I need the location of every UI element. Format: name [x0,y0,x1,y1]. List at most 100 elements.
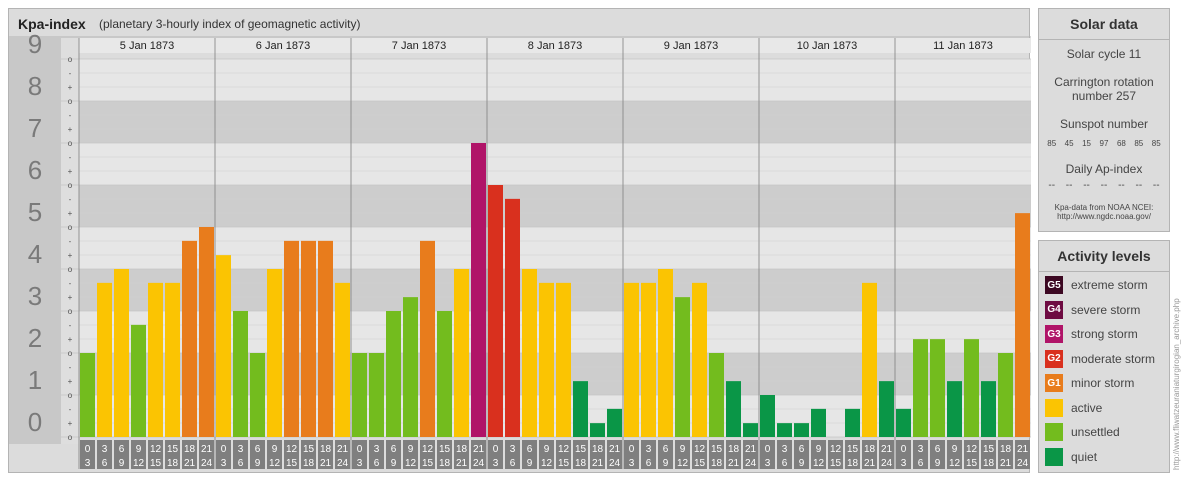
kp-bar [454,269,469,437]
kp-bar [335,282,350,437]
interval-box [182,440,197,469]
kp-bar [624,282,639,437]
ap-value: -- [1065,180,1073,191]
interval-box [794,440,809,469]
interval-end: 9 [391,458,397,469]
interval-end: 12 [949,458,961,469]
kp-bar [981,381,996,437]
minor-tick-label: - [69,195,72,204]
kpa-chart-panel: Kpa-index (planetary 3-hourly index of ge… [8,8,1031,473]
band-6 [79,143,1031,185]
interval-start: 15 [983,444,995,455]
day-label: 5 Jan 1873 [120,40,174,52]
minor-tick-label: o [68,391,73,400]
interval-end: 6 [646,458,652,469]
kp-bar [216,255,231,437]
sunspot-value: 68 [1116,139,1126,148]
activity-level-row: G4 severe storm [1039,298,1169,323]
kp-bar [505,198,520,437]
interval-start: 21 [473,444,485,455]
interval-end: 12 [269,458,281,469]
interval-start: 18 [184,444,196,455]
y-tick-label: 9 [28,29,42,59]
interval-end: 9 [663,458,669,469]
interval-end: 21 [456,458,468,469]
kp-bar [930,339,945,437]
kp-bar [420,240,435,437]
interval-box [454,440,469,469]
interval-start: 3 [646,444,652,455]
minor-tick-label: + [68,83,73,92]
kp-bar [301,240,316,437]
interval-box [386,440,401,469]
activity-level-label: moderate storm [1071,351,1156,366]
kp-bar [488,185,503,437]
interval-end: 21 [864,458,876,469]
kp-bar [641,282,656,437]
interval-start: 15 [303,444,315,455]
minor-tick-label: - [69,237,72,246]
activity-level-swatch: G4 [1045,300,1063,319]
kp-bar [692,282,707,437]
interval-start: 0 [357,444,363,455]
interval-start: 9 [136,444,142,455]
interval-start: 9 [952,444,958,455]
interval-box [998,440,1013,469]
kp-bar [760,395,775,437]
interval-end: 15 [150,458,162,469]
kp-bar [726,381,741,437]
interval-start: 18 [592,444,604,455]
interval-box [624,440,639,469]
interval-start: 9 [408,444,414,455]
activity-level-swatch: G1 [1045,374,1063,393]
kp-bar [896,408,911,437]
day-label: 7 Jan 1873 [392,40,446,52]
minor-tick-label: + [68,209,73,218]
kp-bar [199,227,214,437]
kp-bar [165,282,180,437]
interval-start: 6 [527,444,533,455]
interval-start: 9 [680,444,686,455]
interval-end: 3 [901,458,907,469]
kp-bar [1015,213,1030,437]
interval-box [556,440,571,469]
interval-start: 3 [510,444,516,455]
ap-value: -- [1083,180,1090,191]
kp-bar [862,282,877,437]
chart-title: Kpa-index [18,16,86,32]
interval-end: 9 [255,458,261,469]
kp-bar [97,282,112,437]
minor-tick-label: o [68,307,73,316]
interval-box [845,440,860,469]
interval-start: 18 [728,444,740,455]
interval-box [284,440,299,469]
kp-bar [573,381,588,437]
interval-box [692,440,707,469]
interval-box [573,440,588,469]
interval-start: 9 [544,444,550,455]
interval-end: 21 [592,458,604,469]
interval-box [811,440,826,469]
activity-level-label: severe storm [1071,302,1141,317]
day-label: 9 Jan 1873 [664,40,718,52]
interval-end: 9 [935,458,941,469]
interval-end: 15 [694,458,706,469]
interval-start: 15 [847,444,859,455]
interval-box [80,440,95,469]
y-axis-band [9,38,61,444]
interval-end: 24 [609,458,621,469]
kp-bar [437,311,452,437]
interval-start: 0 [493,444,499,455]
minor-tick-column [61,38,79,444]
ap-value: -- [1100,180,1108,191]
ap-value: -- [1135,180,1143,191]
activity-level-row: G1 minor storm [1039,371,1169,396]
interval-box [1015,440,1030,469]
interval-box [505,440,520,469]
interval-end: 18 [711,458,723,469]
interval-box [641,440,656,469]
interval-end: 12 [541,458,553,469]
interval-end: 24 [337,458,349,469]
activity-level-row: unsettled [1039,420,1169,445]
ap-value: -- [1152,180,1160,191]
